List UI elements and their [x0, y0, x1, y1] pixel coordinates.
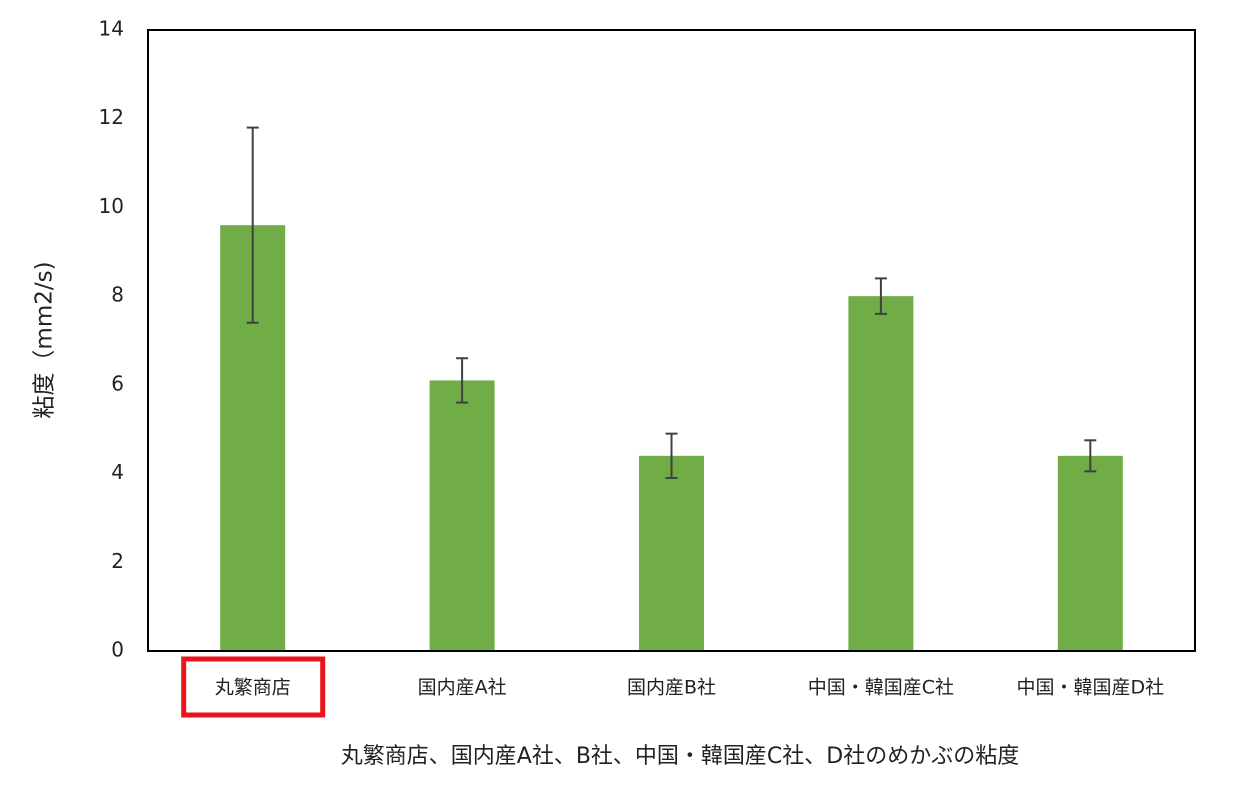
- y-tick-label: 2: [111, 549, 124, 573]
- error-bar: [246, 126, 259, 324]
- y-tick-label: 4: [111, 460, 124, 484]
- y-tick-label: 0: [111, 638, 124, 662]
- x-tick-label: 国内産B社: [627, 677, 716, 699]
- plot-frame: [147, 29, 1196, 652]
- bar: [1057, 455, 1123, 651]
- bar: [848, 296, 914, 651]
- bar: [639, 455, 704, 651]
- bar: [429, 380, 495, 651]
- highlight-box: [181, 656, 326, 718]
- y-tick-label: 14: [99, 17, 124, 41]
- y-tick-label: 10: [99, 194, 124, 218]
- x-tick-label: 中国・韓国産C社: [808, 677, 954, 699]
- y-tick-label: 12: [99, 105, 124, 129]
- y-tick-label: 8: [111, 283, 124, 307]
- y-axis-label: 粘度（mm2/s): [32, 261, 58, 418]
- x-tick-label: 中国・韓国産D社: [1016, 677, 1164, 699]
- x-tick-label: 丸繁商店: [215, 677, 291, 699]
- y-tick-label: 6: [111, 371, 124, 395]
- x-tick-label: 国内産A社: [418, 677, 507, 699]
- x-axis-label: 丸繁商店、国内産A社、B社、中国・韓国産C社、D社のめかぶの粘度: [341, 744, 1019, 769]
- error-bar: [874, 277, 887, 315]
- error-bar: [665, 432, 678, 480]
- error-bar: [456, 357, 469, 404]
- error-bar: [1084, 439, 1097, 473]
